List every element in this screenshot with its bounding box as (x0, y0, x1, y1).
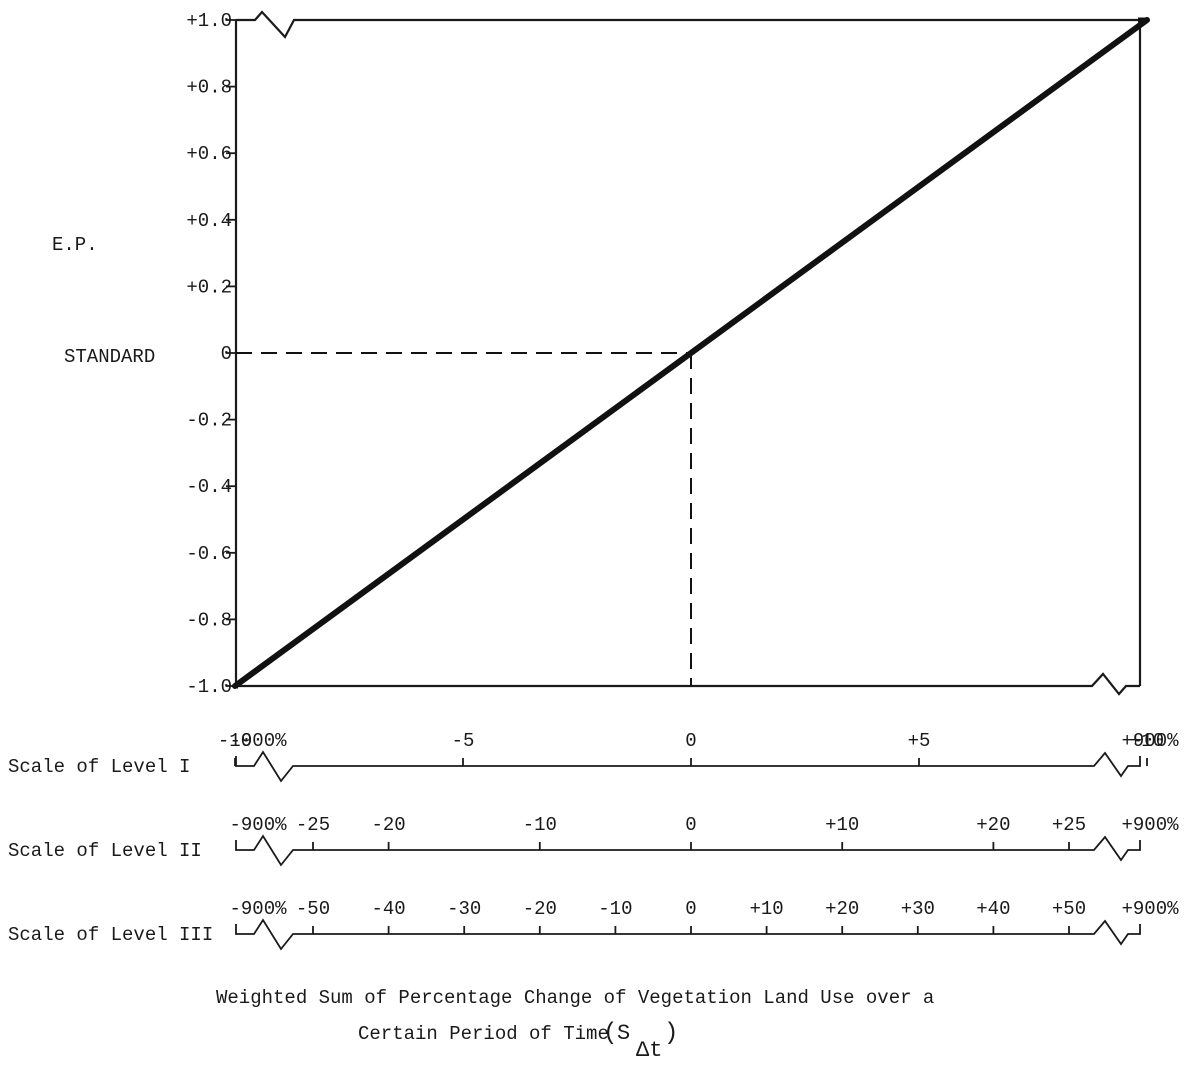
scale-tick-label: -900% (229, 814, 287, 836)
y-tick-label: +0.8 (186, 77, 232, 99)
y-tick-label: +1.0 (186, 10, 232, 32)
scale-axis-line (235, 834, 1141, 867)
standard-label: STANDARD (64, 346, 155, 368)
x-axis-label-subscript: Δt (636, 1038, 662, 1063)
y-tick-label: +0.6 (186, 143, 232, 165)
scale-tick-label: 0 (685, 814, 696, 836)
scale-tick-label: -900% (229, 898, 287, 920)
scale-tick-label: +900% (1121, 730, 1179, 752)
y-tick-label: 0 (221, 343, 232, 365)
scale-level-1: Scale of Level I -900%-10 -5 0 +5 +10+900% (8, 730, 1179, 783)
scale-tick-label: +900% (1121, 898, 1179, 920)
x-axis-label-line2: Certain Period of Time (358, 1023, 609, 1045)
x-scales: Scale of Level I-900%-10 -5 0 +5 +10+900%Sca… (8, 730, 1179, 951)
scale-tick-label: -40 (371, 898, 405, 920)
scale-axis-line (235, 918, 1141, 951)
scale-tick-label: +10 (1130, 730, 1164, 752)
y-tick-label: -0.6 (186, 543, 232, 565)
y-tick-label: -0.4 (186, 476, 232, 498)
scale-tick-label: -30 (447, 898, 481, 920)
x-axis-label-paren-open: ( (603, 1020, 617, 1047)
y-tick-label: -0.8 (186, 609, 232, 631)
scale-tick-label: -50 (296, 898, 330, 920)
scale-name: Scale of Level II (8, 840, 202, 862)
y-tick-label: +0.2 (186, 276, 232, 298)
scale-tick-label: -10 (523, 814, 557, 836)
y-tick-label: -0.2 (186, 410, 232, 432)
scale-tick-label: +40 (976, 898, 1010, 920)
scale-tick-label: -900% (229, 730, 287, 752)
x-axis-label-line1: Weighted Sum of Percentage Change of Veg… (216, 987, 934, 1009)
scale-tick-label: +10 (749, 898, 783, 920)
plot-bottom-border (236, 672, 1140, 696)
scale-tick-label: 0 (685, 730, 696, 752)
y-tick-label: -1.0 (186, 676, 232, 698)
y-axis-label: E.P. (52, 234, 98, 256)
scale-tick-label: -10 (218, 730, 252, 752)
scale-tick-label: +20 (825, 898, 859, 920)
scale-tick-label: +30 (901, 898, 935, 920)
scale-tick-label: +50 (1052, 898, 1086, 920)
scale-level-3: Scale of Level III -900% -50 -40 -30 -20 -10 0 +… (8, 898, 1179, 951)
scale-name: Scale of Level III (8, 924, 213, 946)
scale-tick-label: -10 (598, 898, 632, 920)
scale-tick-label: -20 (371, 814, 405, 836)
series-layer (232, 17, 1150, 689)
scale-tick-label: -25 (296, 814, 330, 836)
y-axis-ticks: +1.0 +0.8 +0.6 +0.4 +0.2 0 -0.2 -0.4 -0.6 -0.8 -1.… (186, 10, 236, 698)
scale-axis-line (235, 750, 1141, 783)
scale-tick-label: -5 (452, 730, 475, 752)
scale-tick-label: 0 (685, 898, 696, 920)
x-axis-label-paren-close: ) (664, 1020, 678, 1047)
plot-top-border (236, 10, 1140, 39)
y-tick-label: +0.4 (186, 210, 232, 232)
scale-tick-label: +10 (825, 814, 859, 836)
scale-tick-label: -20 (523, 898, 557, 920)
x-axis-label-symbol: S (617, 1021, 630, 1046)
scale-tick-label: +900% (1121, 814, 1179, 836)
scale-name: Scale of Level I (8, 756, 190, 778)
scale-level-2: Scale of Level II -900% -25 -20 -10 0 +10 +20 +2… (8, 814, 1179, 867)
scale-tick-label: +20 (976, 814, 1010, 836)
scale-tick-label: +25 (1052, 814, 1086, 836)
scale-tick-label: +5 (908, 730, 931, 752)
